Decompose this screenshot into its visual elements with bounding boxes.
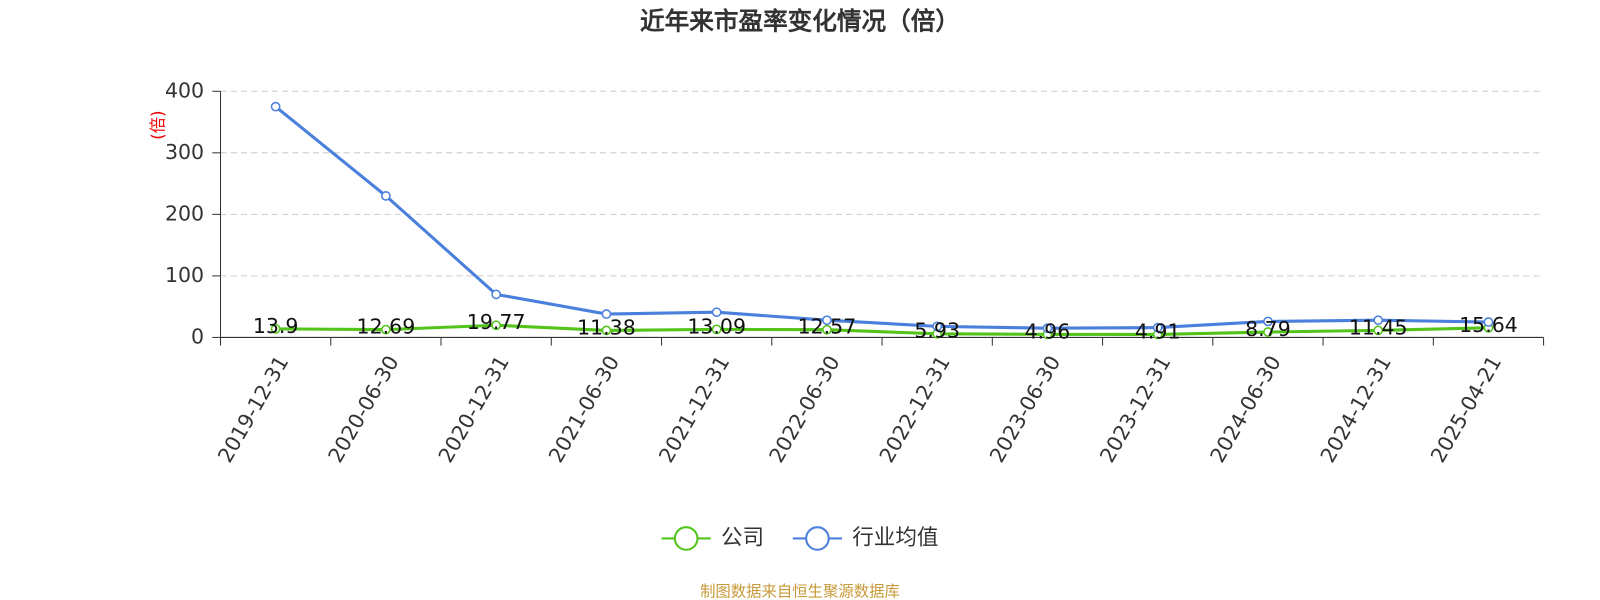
source-note: 制图数据来自恒生聚源数据库 [700, 582, 900, 600]
data-point [270, 101, 281, 112]
data-label: 4.96 [1025, 319, 1071, 343]
data-label: 13.9 [253, 314, 299, 338]
data-label: 15.64 [1459, 313, 1518, 337]
data-point [932, 321, 943, 332]
x-tick-label: 2023-12-31 [1095, 351, 1175, 466]
x-tick-label: 2025-04-21 [1426, 351, 1506, 466]
data-label: 8.79 [1245, 317, 1291, 341]
legend-marker [805, 526, 830, 551]
x-tick-label: 2022-12-31 [875, 351, 955, 466]
data-label: 12.69 [357, 315, 416, 339]
x-tick-label: 2024-12-31 [1316, 351, 1396, 466]
data-label: 11.45 [1349, 315, 1408, 339]
data-label: 4.91 [1135, 319, 1181, 343]
data-point [601, 325, 612, 336]
x-tick-label: 2023-06-30 [985, 351, 1065, 466]
data-point [491, 320, 502, 331]
y-tick-label: 0 [191, 324, 204, 348]
y-tick-label: 100 [165, 263, 204, 287]
data-point [270, 324, 281, 334]
data-label: 11.38 [577, 315, 636, 339]
data-point [1373, 325, 1384, 336]
y-tick-label: 300 [165, 140, 204, 164]
y-axis-label: (倍) [148, 111, 167, 140]
x-tick-label: 2021-12-31 [654, 351, 734, 466]
data-point [822, 315, 832, 326]
legend-marker [673, 526, 699, 551]
chart-title: 近年来市盈率变化情况（倍） [640, 7, 960, 36]
data-label: 13.09 [687, 314, 746, 338]
data-point [1263, 316, 1273, 327]
data-point [1373, 315, 1384, 326]
x-tick-label: 2022-06-30 [764, 351, 844, 466]
x-tick-label: 2024-06-30 [1205, 351, 1285, 466]
data-point [381, 324, 391, 335]
data-point [1483, 317, 1494, 327]
y-tick-label: 400 [165, 78, 204, 102]
legend-label: 行业均值 [852, 525, 938, 550]
x-tick-label: 2020-12-31 [434, 351, 514, 466]
y-tick-label: 200 [165, 201, 204, 225]
x-tick-label: 2020-06-30 [323, 351, 403, 466]
data-point [1152, 322, 1163, 333]
data-point [601, 309, 612, 319]
data-point [1042, 323, 1053, 334]
data-point [381, 191, 391, 201]
data-label: 5.93 [914, 319, 960, 343]
data-label: 12.57 [798, 315, 857, 339]
data-point [711, 324, 722, 335]
x-tick-label: 2019-12-31 [213, 351, 293, 466]
data-point [491, 289, 502, 300]
data-label: 19.77 [467, 310, 526, 334]
series-line [275, 323, 1489, 336]
data-point [822, 324, 832, 335]
data-point [711, 307, 722, 318]
series-line [274, 105, 1489, 330]
data-point [1263, 327, 1273, 337]
x-tick-label: 2021-06-30 [544, 351, 624, 466]
legend-label: 公司 [721, 525, 764, 550]
